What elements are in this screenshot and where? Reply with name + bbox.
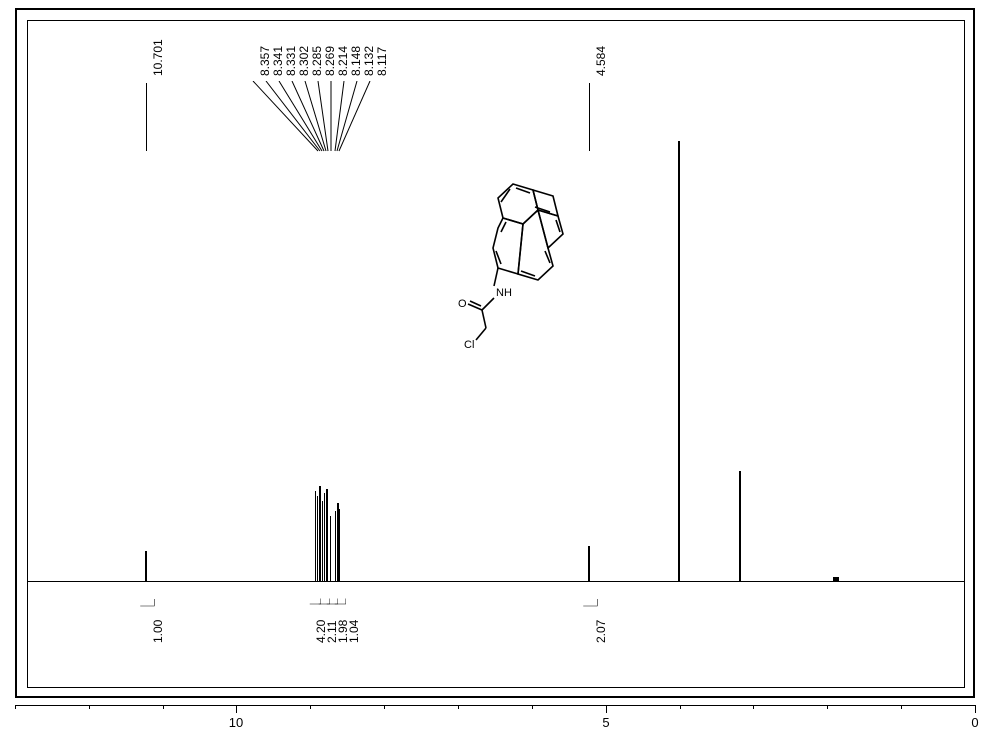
peak-label: 8.214 [336,46,350,76]
axis-tick-label: 10 [229,715,243,730]
axis-tick-label: 5 [602,715,609,730]
peak-label: 8.341 [271,46,285,76]
axis-tick-major [236,705,237,713]
peak [339,509,340,581]
axis-tick-minor [89,705,90,709]
axis-tick-minor [901,705,902,709]
inner-frame: 10.701 [27,20,965,688]
peak-dmso [739,471,741,581]
peak-label: 8.148 [349,46,363,76]
integral-bracket: ⏋ [333,599,349,610]
peak [145,551,147,581]
peak-label: 8.302 [297,46,311,76]
axis-line [15,705,975,706]
atom-label: NH [496,287,512,299]
integral-bracket: ⏋ [137,599,157,613]
axis-tick-major [606,705,607,713]
axis-tick-minor [310,705,311,709]
nmr-plot-area: 10.701 [28,21,964,687]
axis-tick-minor [384,705,385,709]
peak [324,493,325,581]
peak-marker-line [146,83,147,151]
axis-tick-minor [15,705,16,709]
axis-tick-major [975,705,976,713]
axis-tick-label: 0 [971,715,978,730]
integral-value: 4.20 [314,620,328,643]
integral-bracket: ⏋ [580,599,600,613]
axis-tick-minor [680,705,681,709]
integral-value: 2.07 [594,620,608,643]
peak-bracket-aromatic [228,81,408,161]
axis-tick-minor [458,705,459,709]
peak-label: 8.132 [362,46,376,76]
peak-label: 4.584 [594,46,608,76]
peak-label: 8.285 [310,46,324,76]
peak-minor [833,577,839,581]
peak-label: 8.269 [323,46,337,76]
axis-tick-minor [753,705,754,709]
peak [588,546,590,581]
atom-label: Cl [464,339,474,351]
peak-solvent [678,141,680,581]
atom-label: O [458,298,467,310]
axis-tick-minor [827,705,828,709]
peak [319,486,321,581]
molecule-structure: NH O Cl [458,176,608,351]
spectrum-baseline [28,581,964,582]
peak [326,489,328,581]
peak-label: 8.117 [375,47,389,76]
axis-tick-minor [532,705,533,709]
peak-label: 8.357 [258,46,272,76]
peak [330,516,331,581]
peak-marker-line [589,83,590,151]
axis-tick-minor [163,705,164,709]
peak [315,491,316,581]
peak-label: 8.331 [284,46,298,76]
peak [335,511,336,581]
peak [317,496,318,581]
outer-frame: 10.701 [15,8,975,698]
x-axis: 10 5 0 [15,705,975,735]
peak [322,501,323,581]
integral-value: 1.00 [151,620,165,643]
peak-label: 10.701 [151,39,165,76]
